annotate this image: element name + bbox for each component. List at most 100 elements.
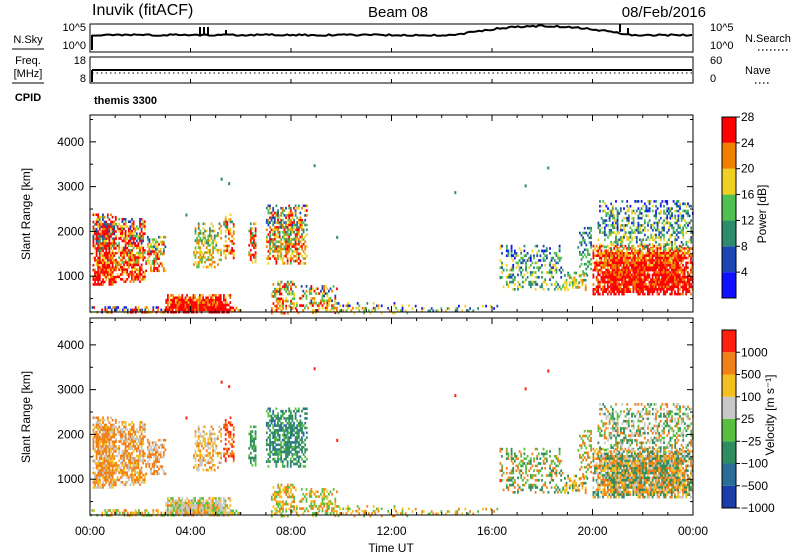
heatmap-cell: [672, 280, 675, 284]
heatmap-cell: [629, 252, 632, 255]
heatmap-cell: [282, 304, 284, 308]
heatmap-cell: [111, 244, 114, 248]
heatmap-cell: [675, 254, 678, 257]
heatmap-cell: [632, 247, 635, 250]
heatmap-cell: [659, 273, 662, 277]
heatmap-cell: [211, 294, 214, 297]
heatmap-cell: [646, 252, 649, 255]
heatmap-cell: [131, 263, 133, 267]
heatmap-cell: [320, 299, 322, 303]
heatmap-cell: [678, 273, 681, 277]
heatmap-cell: [672, 271, 675, 274]
heatmap-cell: [142, 232, 145, 235]
heatmap-cell: [126, 452, 129, 455]
heatmap-cell: [592, 292, 595, 296]
heatmap-cell: [115, 425, 117, 429]
heatmap-cell: [686, 278, 689, 281]
heatmap-cell: [191, 509, 193, 512]
heatmap-cell: [670, 271, 673, 274]
heatmap-cell: [536, 276, 539, 279]
heatmap-cell: [105, 254, 108, 257]
heatmap-cell: [510, 256, 513, 260]
heatmap-cell: [626, 276, 628, 279]
heatmap-cell: [100, 466, 103, 470]
heatmap-cell: [328, 299, 330, 303]
heatmap-cell: [135, 246, 138, 250]
heatmap-cell: [193, 253, 195, 257]
heatmap-cell: [230, 309, 233, 312]
heatmap-cell: [666, 243, 669, 246]
heatmap-cell: [682, 268, 684, 272]
heatmap-cell: [272, 221, 275, 224]
heatmap-cell: [643, 266, 646, 269]
heatmap-cell: [106, 511, 108, 515]
heatmap-cell: [635, 259, 638, 262]
heatmap-cell: [123, 473, 125, 477]
heatmap-cell: [613, 292, 616, 296]
heatmap-cell: [629, 231, 632, 234]
heatmap-cell: [537, 266, 540, 269]
heatmap-cell: [218, 511, 220, 515]
heatmap-cell: [555, 261, 558, 265]
heatmap-cell: [680, 259, 683, 262]
heatmap-cell: [102, 421, 104, 424]
heatmap-cell: [121, 433, 124, 436]
heatmap-cell: [137, 251, 140, 255]
heatmap-cell: [293, 292, 296, 296]
heatmap-cell: [549, 271, 551, 274]
heatmap-cell: [650, 288, 652, 291]
heatmap-cell: [616, 252, 619, 255]
heatmap-cell: [219, 306, 222, 309]
heatmap-cell: [304, 262, 307, 265]
heatmap-cell: [662, 252, 665, 255]
heatmap-cell: [638, 252, 641, 255]
heatmap-cell: [289, 206, 292, 210]
heatmap-cell: [454, 309, 457, 313]
heatmap-cell: [634, 273, 636, 277]
heatmap-cell: [614, 261, 617, 265]
heatmap-cell: [521, 285, 524, 289]
heatmap-cell: [685, 252, 688, 255]
heatmap-cell: [181, 511, 184, 515]
heatmap-cell: [153, 441, 156, 444]
heatmap-cell: [207, 241, 210, 245]
heatmap-cell: [150, 453, 152, 456]
heatmap-cell: [108, 435, 111, 439]
heatmap-cell: [118, 433, 121, 436]
heatmap-cell: [674, 202, 677, 206]
heatmap-cell: [659, 256, 662, 260]
heatmap-cell: [131, 249, 133, 252]
heatmap-cell: [334, 299, 337, 303]
heatmap-cell: [345, 304, 348, 308]
heatmap-cell: [299, 218, 302, 222]
heatmap-cell: [688, 252, 691, 255]
heatmap-cell: [353, 311, 356, 315]
heatmap-cell: [114, 421, 117, 424]
heatmap-cell: [124, 440, 127, 443]
heatmap-cell: [274, 287, 276, 291]
heatmap-cell: [285, 206, 287, 210]
heatmap-cell: [587, 248, 589, 252]
heatmap-cell: [358, 309, 361, 312]
heatmap-cell: [507, 254, 510, 257]
heatmap-cell: [622, 256, 625, 260]
heatmap-cell: [603, 245, 606, 249]
heatmap-cell: [282, 311, 284, 315]
heatmap-cell: [213, 294, 216, 297]
heatmap-cell: [215, 504, 217, 507]
heatmap-cell: [293, 254, 295, 258]
heatmap-cell: [148, 252, 151, 256]
heatmap-cell: [531, 280, 534, 284]
heatmap-cell: [201, 239, 203, 242]
heatmap-cell: [651, 266, 654, 269]
heatmap-cell: [121, 459, 124, 462]
heatmap-cell: [161, 446, 164, 449]
heatmap-cell: [108, 459, 111, 463]
heatmap-cell: [288, 216, 291, 220]
heatmap-cell: [135, 464, 138, 467]
heatmap-cell: [648, 243, 651, 246]
heatmap-cell: [124, 483, 127, 486]
heatmap-cell: [100, 469, 103, 472]
heatmap-cell: [210, 258, 213, 262]
heatmap-cell: [337, 311, 340, 315]
